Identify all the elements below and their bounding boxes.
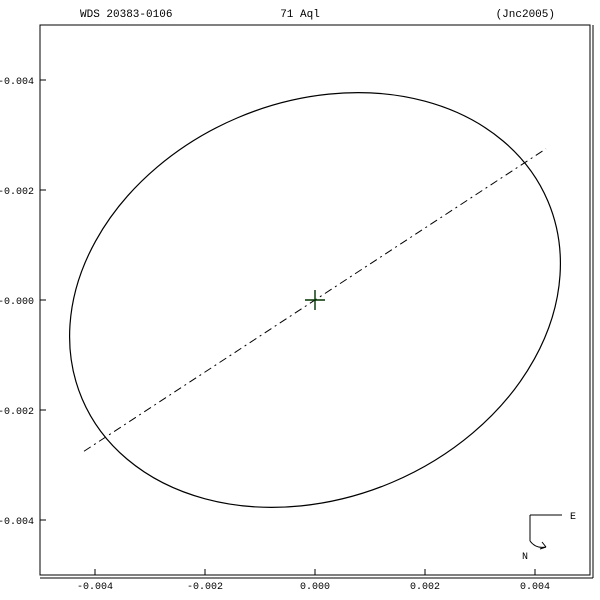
compass-n-label: N <box>522 552 528 563</box>
ytick-label: -0.004 <box>0 77 34 88</box>
compass-e-label: E <box>570 512 576 523</box>
orbit-plot: WDS 20383-0106 71 Aql (Jnc2005) -0.004 -0.00… <box>0 0 600 600</box>
ytick-label: -0.000 <box>0 297 34 308</box>
ytick-label: -0.002 <box>0 187 34 198</box>
ytick-label: -0.004 <box>0 517 34 528</box>
title-left: WDS 20383-0106 <box>80 9 172 21</box>
xtick-label: -0.004 <box>77 582 113 593</box>
xtick-label: 0.004 <box>520 582 550 593</box>
ytick-label: -0.002 <box>0 407 34 418</box>
plot-background <box>0 0 600 600</box>
xtick-label: 0.002 <box>410 582 440 593</box>
title-center: 71 Aql <box>280 9 320 21</box>
xtick-label: -0.002 <box>187 582 223 593</box>
title-right: (Jnc2005) <box>496 9 555 21</box>
xtick-label: 0.000 <box>300 582 330 593</box>
